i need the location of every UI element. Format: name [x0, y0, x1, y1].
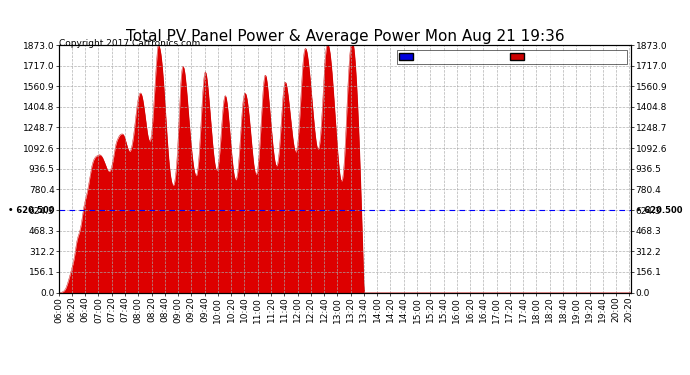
Text: • 620.500: • 620.500: [635, 206, 682, 214]
Title: Total PV Panel Power & Average Power Mon Aug 21 19:36: Total PV Panel Power & Average Power Mon…: [126, 29, 564, 44]
Text: • 620.500: • 620.500: [8, 206, 55, 214]
Text: Copyright 2017 Cartronics.com: Copyright 2017 Cartronics.com: [59, 39, 201, 48]
Legend: Average  (DC Watts), PV Panels  (DC Watts): Average (DC Watts), PV Panels (DC Watts): [397, 50, 627, 64]
